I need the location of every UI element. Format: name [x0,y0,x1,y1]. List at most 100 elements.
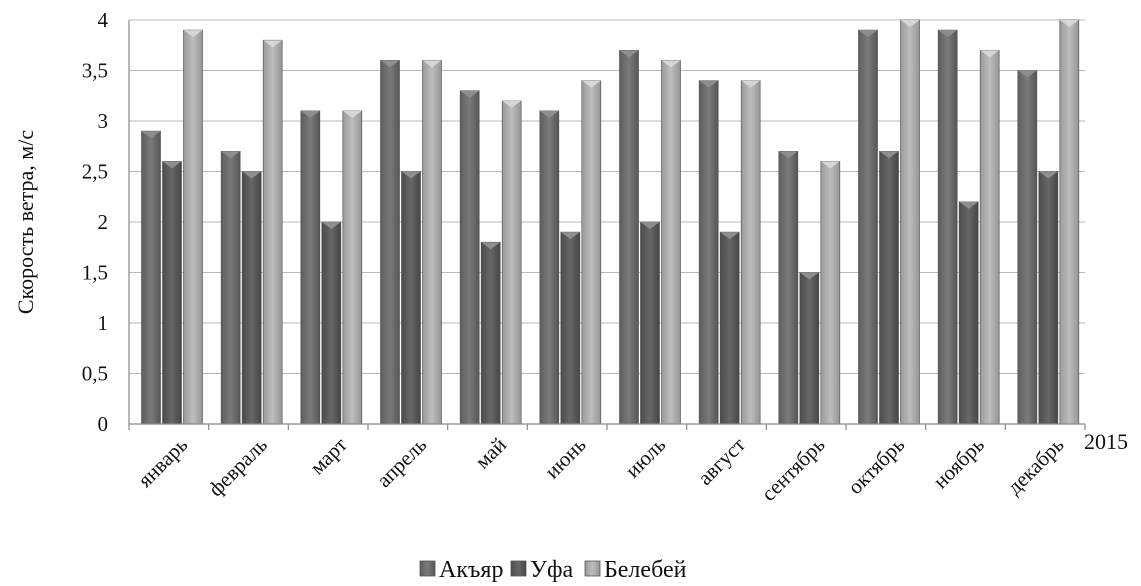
bar-cap [1038,171,1058,179]
y-tick-label: 4 [98,8,109,32]
bar-cap [401,171,421,179]
bar [937,29,958,425]
y-tick-label: 2 [98,210,109,234]
legend-swatch [510,560,527,577]
axes [128,20,1086,430]
bar-cap [380,60,400,68]
bar [799,272,820,425]
y-tick-label: 0,5 [82,362,108,386]
bar-cap [640,222,660,229]
bar-cap [900,20,920,27]
y-axis-title: Скорость ветра, м/с [13,130,38,314]
bar-cap [162,161,182,169]
x-tick-label: октябрь [843,433,909,499]
bar [321,221,342,425]
bar [820,161,841,425]
x-tick-label: ноябрь [928,433,989,494]
bar-cap [858,30,878,38]
x-axis-title: 2015 [1084,429,1128,454]
legend-label: Акъяр [439,557,503,583]
bar [262,39,283,425]
x-tick-label: июль [620,433,670,483]
bar-cap [183,30,203,38]
y-tick-label: 3,5 [82,59,108,83]
bar-cap [741,80,761,88]
bar-cap [141,131,161,139]
bar [459,90,480,425]
bar [858,29,878,425]
bar-cap [422,60,442,68]
bar [141,130,161,425]
x-tick-label: февраль [203,433,272,502]
x-tick-label: январь [133,433,192,492]
legend-swatch [419,560,436,577]
bar [719,231,740,425]
bar-cap [699,80,719,88]
x-tick-label: июнь [540,433,591,484]
x-tick-label: сентябрь [756,433,829,506]
bar [220,151,241,425]
bar-cap [661,60,681,68]
bar [539,110,560,425]
bar [401,171,421,425]
legend-label: Белебей [604,557,687,583]
y-tick-label: 1 [98,311,109,335]
bar [300,110,321,425]
bar-cap [879,151,899,159]
bar-cap [1017,70,1037,78]
bar-cap [1059,20,1079,27]
x-tick-label: декабрь [1002,433,1068,499]
bars [141,19,1080,425]
bar [241,171,262,425]
grid-lines [129,19,1085,374]
bar-cap [720,232,740,240]
bar [422,60,442,425]
bar-cap [342,110,362,118]
bar [342,110,363,425]
bar [958,201,979,425]
bar-cap [820,161,840,169]
legend-swatch [584,560,601,577]
bar-cap [560,232,580,240]
bar-cap [221,151,241,159]
bar [1017,70,1038,425]
bar-cap [959,201,979,209]
legend-label: Уфа [530,557,574,583]
x-tick-label: май [470,433,511,474]
y-tick-label: 2,5 [82,160,108,184]
bar [560,231,581,425]
bar [900,19,920,425]
bar-cap [619,50,639,58]
y-tick-label: 0 [98,412,109,436]
bar [619,49,639,425]
bar [183,29,203,425]
bar-cap [263,40,283,48]
bar-cap [502,100,522,108]
y-tick-label: 3 [98,109,109,133]
bar [778,151,799,425]
bar [380,60,400,425]
bar [979,49,1000,425]
bar [661,60,681,425]
bar-cap [581,80,601,88]
bar-cap [778,151,798,159]
x-tick-label: август [693,433,750,490]
bar-cap [980,50,1000,58]
bar [698,80,719,425]
y-tick-label: 1,5 [82,261,108,285]
bar [740,80,761,425]
bar-cap [938,30,958,38]
bar [581,80,602,425]
y-tick-labels: 0 0,5 1 1,5 2 2,5 3 3,5 4 [82,8,109,436]
bar-cap [300,110,320,118]
x-tick-label: март [305,433,352,480]
bar-cap [321,222,341,229]
bar [501,100,522,425]
bar-cap [242,171,262,179]
bar-cap [481,242,501,250]
bar [1038,171,1059,425]
bar [879,151,899,425]
x-tick-labels: январь февраль март апрель май июнь июль август… [133,433,1069,506]
bar-cap [799,272,819,280]
